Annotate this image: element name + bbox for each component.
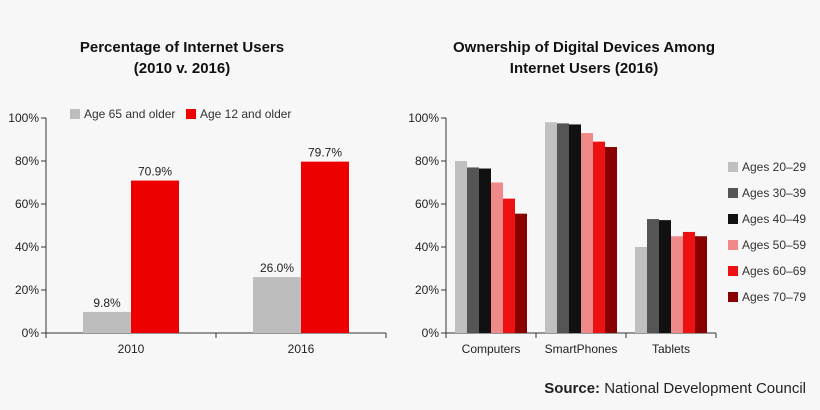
chart1-ytick-label: 100%: [8, 111, 39, 125]
source-note: Source: National Development Council: [544, 380, 806, 397]
chart2-plot: 0% 20% 40% 60% 80% 100% Computers SmartPhones Ta…: [408, 111, 806, 356]
chart2-legend-label: Ages 40–49: [742, 212, 806, 226]
chart2-bar: [635, 247, 647, 333]
chart1-bar: [253, 277, 301, 333]
chart1-ytick-label: 60%: [15, 197, 39, 211]
chart2-ytick-label: 80%: [415, 154, 439, 168]
chart1-legend-swatch: [186, 109, 196, 119]
chart1-xtick-label: 2016: [288, 342, 315, 356]
chart1-ytick-label: 40%: [15, 240, 39, 254]
chart1-legend-swatch: [70, 109, 80, 119]
chart2-legend-swatch: [728, 240, 738, 250]
chart2-xtick-label: SmartPhones: [545, 342, 618, 356]
chart2-bar: [569, 124, 581, 333]
source-text: National Development Council: [600, 380, 806, 397]
chart2-ytick-label: 20%: [415, 283, 439, 297]
chart2-bar: [545, 122, 557, 333]
chart2-bar: [581, 133, 593, 333]
chart1-bar: [301, 161, 349, 333]
chart2-legend-swatch: [728, 266, 738, 276]
chart1-data-label: 79.7%: [308, 146, 342, 160]
chart2-bar: [557, 123, 569, 333]
chart2-legend-label: Ages 60–69: [742, 264, 806, 278]
chart2-legend-swatch: [728, 162, 738, 172]
chart2-title-line1: Ownership of Digital Devices Among: [453, 39, 715, 56]
chart2-xtick-label: Computers: [462, 342, 521, 356]
chart2-ytick-label: 0%: [422, 326, 440, 340]
source-label: Source:: [544, 380, 601, 397]
chart2-bar: [647, 219, 659, 333]
chart1-legend-label: Age 12 and older: [200, 107, 291, 121]
chart2-ytick-label: 60%: [415, 197, 439, 211]
chart1-ytick-label: 0%: [22, 326, 40, 340]
chart2-legend-label: Ages 70–79: [742, 290, 806, 304]
chart2-bar: [683, 231, 695, 333]
chart1-plot: 0% 20% 40% 60% 80% 100% 2010 9.8% 70.9% 2016 26.0%…: [8, 107, 387, 356]
chart2-ytick-label: 100%: [408, 111, 439, 125]
chart1-bar: [83, 311, 131, 333]
chart1-data-label: 70.9%: [138, 165, 172, 179]
chart2-title-line2: Internet Users (2016): [510, 60, 658, 77]
chart1-ytick-label: 80%: [15, 154, 39, 168]
chart1-ytick-label: 20%: [15, 283, 39, 297]
chart1-legend-label: Age 65 and older: [84, 107, 175, 121]
chart2-bar: [659, 220, 671, 333]
chart1-xtick-label: 2010: [118, 342, 145, 356]
chart1-title-line2: (2010 v. 2016): [134, 60, 230, 77]
chart1-title-line1: Percentage of Internet Users: [80, 39, 284, 56]
chart2-legend-swatch: [728, 214, 738, 224]
chart2-bar: [455, 161, 467, 333]
chart2-bar: [467, 167, 479, 333]
chart2-bar: [503, 198, 515, 333]
chart2-xtick-label: Tablets: [652, 342, 690, 356]
chart2-bar: [695, 236, 707, 333]
chart2-bar: [593, 141, 605, 333]
chart2-ytick-label: 40%: [415, 240, 439, 254]
chart2-legend-swatch: [728, 292, 738, 302]
chart1-data-label: 26.0%: [260, 261, 294, 275]
chart1-data-label: 9.8%: [93, 296, 121, 310]
chart2-bar: [515, 213, 527, 333]
chart2-bar: [479, 168, 491, 333]
chart2-bar: [605, 147, 617, 333]
chart2-legend-label: Ages 30–39: [742, 186, 806, 200]
chart2-bar: [491, 182, 503, 333]
chart2-legend-label: Ages 50–59: [742, 238, 806, 252]
chart2-legend-swatch: [728, 188, 738, 198]
chart2-legend-label: Ages 20–29: [742, 160, 806, 174]
chart2-bar: [671, 236, 683, 333]
chart1-bar: [131, 180, 179, 333]
